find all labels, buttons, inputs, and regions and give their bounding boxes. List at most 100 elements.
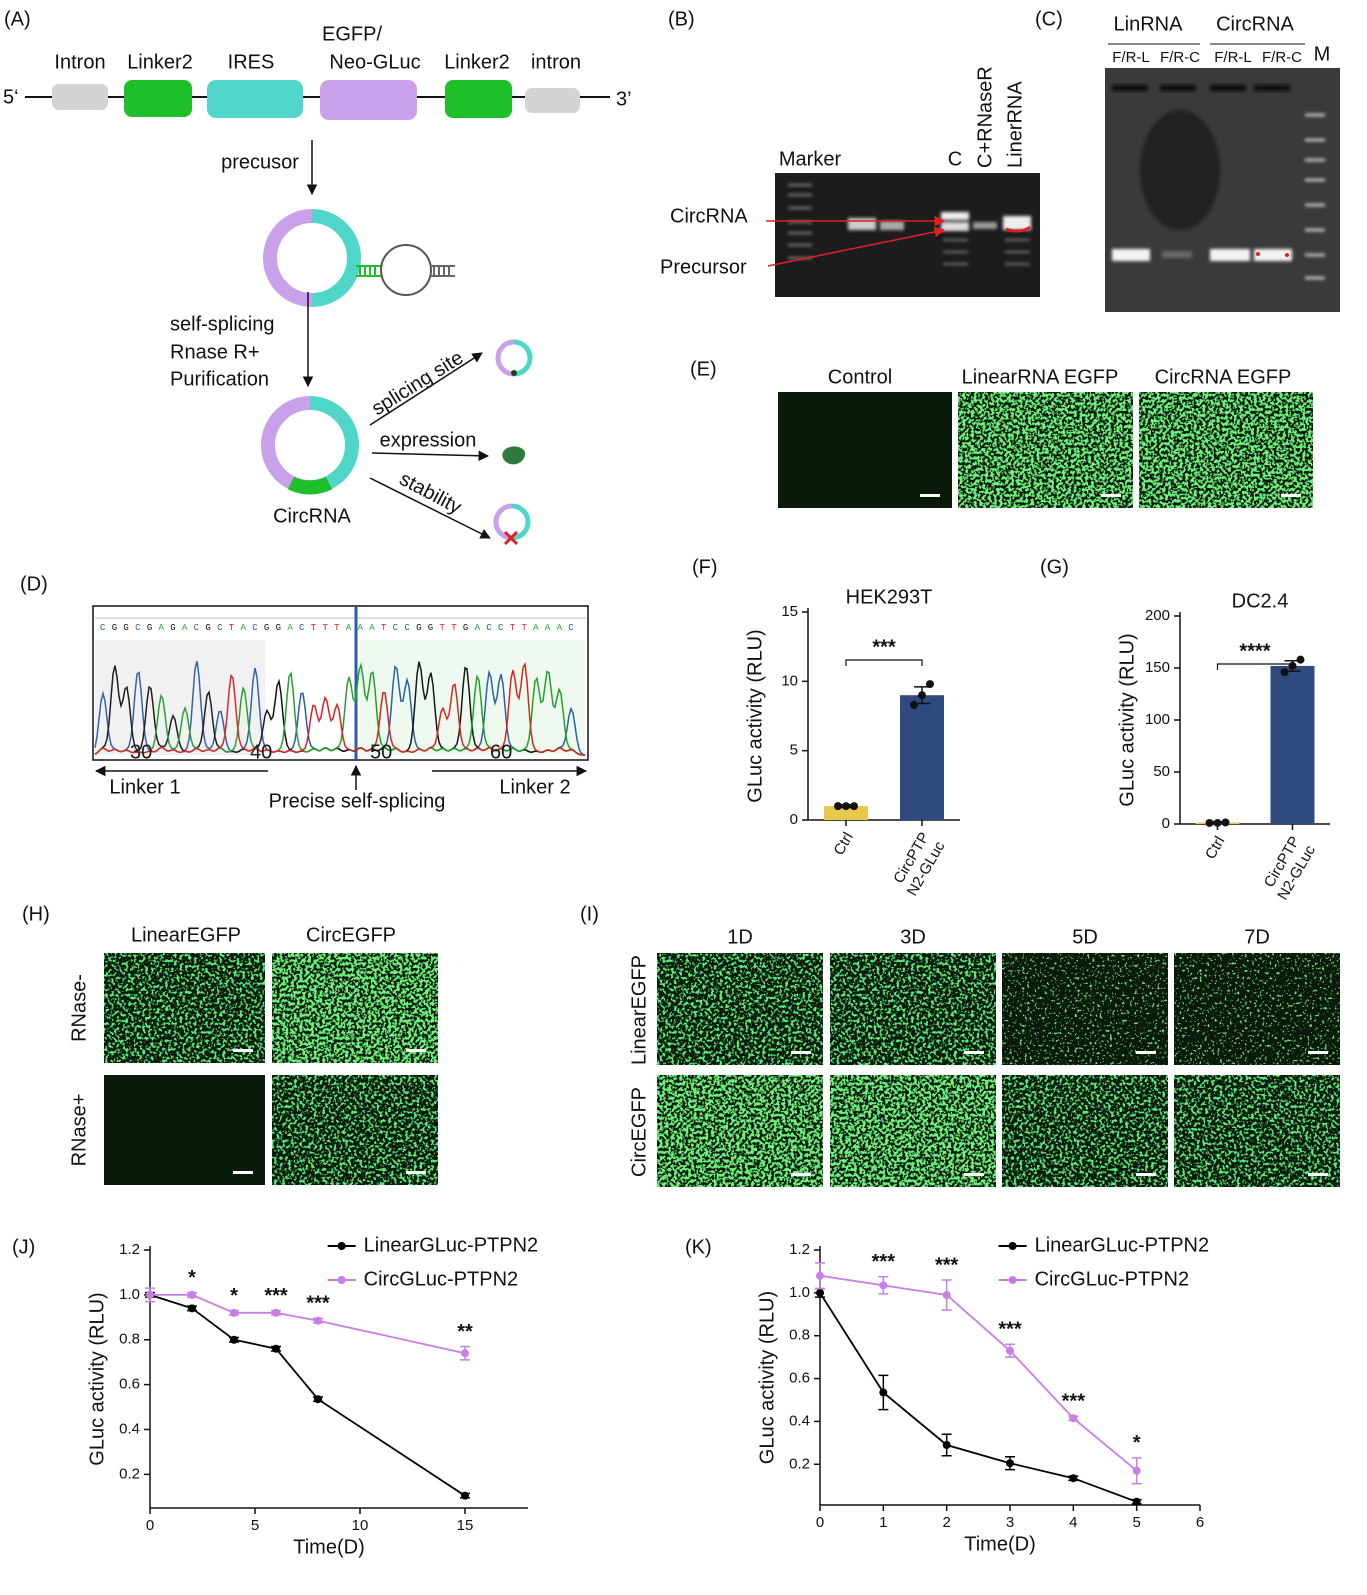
step-label: precusor xyxy=(221,151,299,173)
data-point xyxy=(942,1291,951,1299)
significance-label: *** xyxy=(1062,1390,1086,1412)
column-label: LinearRNA EGFP xyxy=(962,366,1119,388)
legend-label: LinearGLuc-PTPN2 xyxy=(364,1234,539,1256)
band xyxy=(848,218,876,230)
data-point xyxy=(910,700,918,709)
data-point xyxy=(188,1304,196,1313)
column-label: CircEGFP xyxy=(306,924,396,946)
product-label: CircRNA xyxy=(273,505,351,527)
x-tick-label: Ctrl xyxy=(1202,833,1228,862)
y-tick-label: 0.6 xyxy=(789,1370,810,1387)
data-point xyxy=(926,680,934,689)
lane-label: LinerRNA xyxy=(1004,81,1026,168)
y-tick-label: 200 xyxy=(1145,607,1170,624)
y-tick-label: 10 xyxy=(781,672,798,689)
data-point xyxy=(314,1316,322,1325)
mini-ring xyxy=(513,339,533,377)
scale-bar xyxy=(1308,1051,1328,1054)
y-tick-label: 0.6 xyxy=(119,1376,140,1393)
x-axis-label: Time(D) xyxy=(293,1536,364,1558)
mini-ring xyxy=(495,339,515,377)
micrograph-signal xyxy=(1139,392,1313,508)
region-label: Linker 1 xyxy=(109,776,180,798)
scale-bar xyxy=(791,1173,811,1176)
intron-box xyxy=(52,84,108,110)
y-axis-label: GLuc activity (RLU) xyxy=(756,1291,778,1464)
x-tick-label: 4 xyxy=(1069,1514,1077,1531)
significance-label: * xyxy=(1133,1432,1141,1454)
significance-label: * xyxy=(230,1285,238,1307)
column-label: 5D xyxy=(1072,926,1098,948)
panel-label: (K) xyxy=(685,1236,712,1258)
band-label: CircRNA xyxy=(670,205,748,227)
y-axis-label: GLuc activity (RLU) xyxy=(86,1292,108,1465)
band xyxy=(880,221,904,230)
panel-label: (G) xyxy=(1040,556,1069,578)
y-tick-label: 1.0 xyxy=(789,1284,810,1301)
segment-label: Linker2 xyxy=(444,51,510,73)
legend-marker xyxy=(1008,1242,1017,1250)
data-point xyxy=(146,1290,154,1299)
data-point xyxy=(314,1395,322,1404)
legend-marker xyxy=(337,1242,346,1250)
micrograph-signal xyxy=(1002,1075,1168,1187)
scale-bar xyxy=(406,1171,426,1174)
data-point xyxy=(1132,1497,1141,1506)
significance-bracket xyxy=(845,659,923,666)
y-axis-label: GLuc activity (RLU) xyxy=(1116,633,1138,806)
y-tick-label: 100 xyxy=(1145,711,1170,728)
band xyxy=(1254,249,1292,261)
panel-b: (B) Marker C C+RNaseR LinerRNA CircRNA P… xyxy=(660,8,1040,297)
chart-title: DC2.4 xyxy=(1232,590,1289,612)
x-tick-label: CircPTPN2-GLuc xyxy=(888,829,949,899)
lane-label: C xyxy=(948,148,962,170)
legend-marker xyxy=(337,1276,346,1284)
data-point xyxy=(1213,818,1222,827)
y-tick-label: 1.0 xyxy=(119,1286,140,1303)
data-point xyxy=(230,1308,238,1317)
row-label: LinearEGFP xyxy=(628,955,650,1065)
data-point xyxy=(1221,818,1230,827)
precursor-ring xyxy=(311,209,361,307)
segment-label: Linker2 xyxy=(127,51,193,73)
position-label: 50 xyxy=(370,741,392,763)
circ-ring xyxy=(261,396,311,494)
micrograph xyxy=(778,392,952,508)
red-mark xyxy=(1005,225,1031,233)
five-prime: 5‘ xyxy=(3,86,19,108)
micrograph-signal xyxy=(958,392,1133,508)
data-point xyxy=(879,1388,888,1397)
bar xyxy=(900,695,944,820)
mini-ring xyxy=(493,503,513,541)
data-point xyxy=(461,1349,469,1358)
y-tick-label: 0.2 xyxy=(789,1455,810,1472)
panel-a: (A) 5‘ 3’ Intron Linker2 IRES EGFP/ Neo-… xyxy=(3,8,632,546)
significance-bracket xyxy=(1216,663,1294,670)
x-tick-label: 1 xyxy=(879,1514,887,1531)
outcome-label: expression xyxy=(380,429,477,451)
column-label: 1D xyxy=(727,926,753,948)
series-line xyxy=(149,1294,466,1497)
band xyxy=(1210,249,1250,261)
position-label: 30 xyxy=(130,741,152,763)
panel-label: (J) xyxy=(12,1236,35,1258)
y-tick-label: 1.2 xyxy=(789,1241,810,1258)
scale-bar xyxy=(1101,494,1121,497)
micrograph-signal xyxy=(657,953,823,1065)
red-mark xyxy=(1285,253,1289,257)
panel-label: (E) xyxy=(690,358,717,380)
data-point xyxy=(834,802,842,811)
legend-label: LinearGLuc-PTPN2 xyxy=(1035,1234,1210,1256)
arrow xyxy=(371,450,490,462)
primer-label: F/R-C xyxy=(1262,49,1302,66)
significance-label: *** xyxy=(872,1251,896,1273)
column-label: 3D xyxy=(900,926,926,948)
band xyxy=(941,212,969,220)
scale-bar xyxy=(920,494,940,497)
arrow xyxy=(369,352,483,426)
primer-label: F/R-L xyxy=(1214,49,1252,66)
trace xyxy=(94,661,586,756)
outcome-label: splicing site xyxy=(368,347,467,420)
panel-c: (C) LinRNA CircRNA F/R-L F/R-C F/R-L F/R… xyxy=(1035,8,1340,312)
data-point xyxy=(1006,1346,1014,1355)
